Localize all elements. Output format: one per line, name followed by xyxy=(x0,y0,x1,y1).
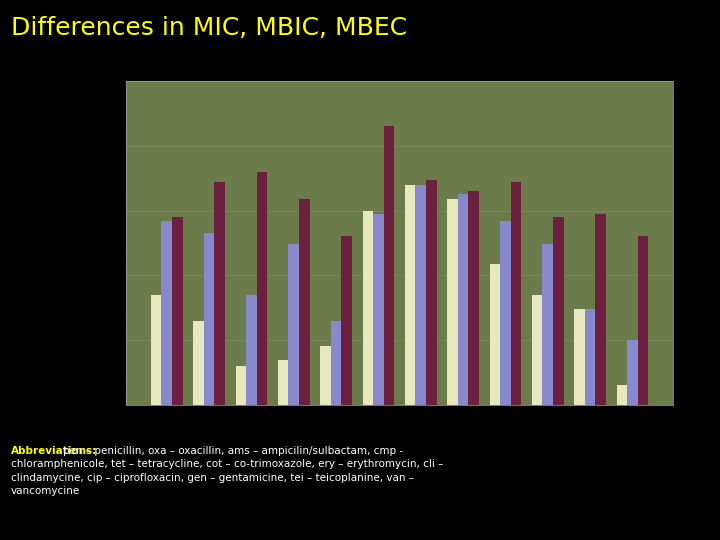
Bar xyxy=(542,245,553,540)
Bar xyxy=(447,199,458,540)
Bar xyxy=(172,217,183,540)
Bar xyxy=(215,181,225,540)
Bar xyxy=(510,181,521,540)
Bar xyxy=(151,295,161,540)
Bar xyxy=(193,321,204,540)
Bar xyxy=(289,245,299,540)
Bar xyxy=(235,366,246,540)
Text: Abbreviations:: Abbreviations: xyxy=(11,446,97,456)
Bar xyxy=(638,237,648,540)
Bar xyxy=(595,213,606,540)
Bar xyxy=(363,211,373,540)
Title: Porovnání MIC, MBIC a MBEC (log): Porovnání MIC, MBIC a MBEC (log) xyxy=(271,64,528,77)
Bar xyxy=(405,185,415,540)
Bar xyxy=(469,191,479,540)
Text: pen – penicillin, oxa – oxacillin, ams – ampicilin/sulbactam, cmp -
chlorampheni: pen – penicillin, oxa – oxacillin, ams –… xyxy=(11,446,444,496)
Bar xyxy=(627,340,638,540)
Bar xyxy=(490,264,500,540)
Bar xyxy=(246,295,257,540)
Bar xyxy=(330,321,341,540)
Bar xyxy=(426,180,436,540)
Bar xyxy=(161,221,172,540)
Text: Differences in MIC, MBIC, MBEC: Differences in MIC, MBIC, MBEC xyxy=(11,16,407,40)
Text: log: log xyxy=(63,65,84,78)
Bar xyxy=(458,194,469,540)
Bar xyxy=(616,386,627,540)
Bar xyxy=(384,126,395,540)
Bar xyxy=(553,217,564,540)
Bar xyxy=(532,295,542,540)
Bar xyxy=(204,233,215,540)
Bar xyxy=(299,199,310,540)
Bar xyxy=(278,360,289,540)
Bar xyxy=(257,172,267,540)
Bar xyxy=(500,221,510,540)
Bar xyxy=(373,213,384,540)
Bar xyxy=(575,309,585,540)
Bar xyxy=(415,185,426,540)
Bar xyxy=(320,347,330,540)
Bar xyxy=(341,237,352,540)
Bar xyxy=(585,309,595,540)
